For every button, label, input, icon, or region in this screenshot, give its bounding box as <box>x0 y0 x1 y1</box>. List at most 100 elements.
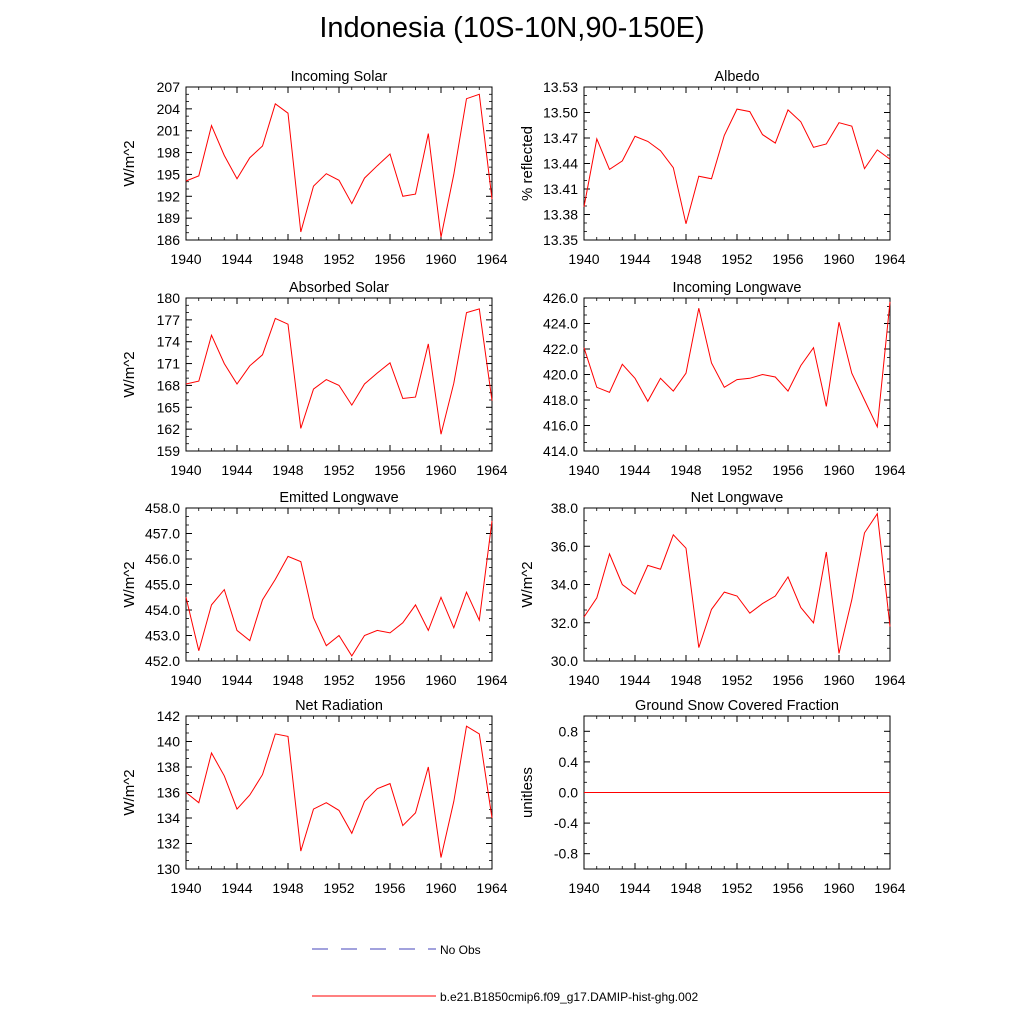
y-axis-label: W/m^2 <box>121 140 138 186</box>
y-tick-label: 130 <box>157 861 181 877</box>
x-tick-label: 1944 <box>619 251 650 267</box>
y-tick-label: 134 <box>157 810 181 826</box>
x-tick-label: 1940 <box>170 880 201 896</box>
y-tick-label: 13.44 <box>543 156 578 172</box>
legend: No Obs b.e21.B1850cmip6.f09_g17.DAMIP-his… <box>312 943 698 1004</box>
series-line <box>185 308 493 435</box>
y-tick-label: 418.0 <box>543 392 578 408</box>
x-tick-label: 1964 <box>476 880 507 896</box>
x-tick-label: 1948 <box>272 880 303 896</box>
x-tick-label: 1956 <box>374 251 405 267</box>
y-tick-label: 171 <box>157 356 181 372</box>
y-tick-label: 414.0 <box>543 443 578 459</box>
panel-frame <box>185 297 493 452</box>
x-tick-label: 1944 <box>619 462 650 478</box>
panel-title: Net Radiation <box>295 698 383 714</box>
panel-1: Incoming Solar 1940 1944 1948 1952 1956 1960 19… <box>121 69 508 267</box>
y-tick-label: 180 <box>157 290 181 306</box>
series-line <box>583 301 891 429</box>
x-tick-label: 1944 <box>221 251 252 267</box>
x-tick-label: 1952 <box>721 880 752 896</box>
panel-title: Absorbed Solar <box>289 280 389 296</box>
panel-title: Emitted Longwave <box>279 490 398 506</box>
y-tick-label: 13.50 <box>543 105 578 121</box>
series-line <box>185 93 493 238</box>
x-tick-label: 1948 <box>670 462 701 478</box>
x-tick-label: 1952 <box>721 672 752 688</box>
y-tick-label: -0.8 <box>554 846 578 862</box>
x-tick-label: 1960 <box>823 462 854 478</box>
y-tick-label: 13.41 <box>543 181 578 197</box>
y-tick-label: 142 <box>157 708 181 724</box>
x-tick-label: 1952 <box>323 462 354 478</box>
panel-frame <box>185 86 493 241</box>
panel-frame <box>185 715 493 870</box>
x-tick-label: 1952 <box>721 462 752 478</box>
panel-6: Net Longwave 1940 1944 1948 1952 1956 1960 1964… <box>519 490 906 688</box>
panel-2: Albedo 1940 1944 1948 1952 1956 1960 1964 13.35 1… <box>519 69 906 267</box>
y-tick-label: 416.0 <box>543 418 578 434</box>
panel-title: Incoming Solar <box>291 69 388 85</box>
x-tick-label: 1964 <box>874 672 905 688</box>
legend-label: b.e21.B1850cmip6.f09_g17.DAMIP-hist-ghg.… <box>440 990 698 1004</box>
x-tick-label: 1956 <box>374 672 405 688</box>
y-tick-label: 198 <box>157 145 181 161</box>
series-line <box>185 520 493 657</box>
x-tick-label: 1944 <box>221 462 252 478</box>
y-tick-label: 168 <box>157 377 181 393</box>
x-tick-label: 1956 <box>374 880 405 896</box>
x-tick-label: 1964 <box>476 251 507 267</box>
x-tick-label: 1940 <box>170 462 201 478</box>
panel-title: Net Longwave <box>691 490 784 506</box>
x-tick-label: 1952 <box>323 251 354 267</box>
y-tick-label: 424.0 <box>543 316 578 332</box>
x-tick-label: 1940 <box>568 251 599 267</box>
x-tick-label: 1944 <box>221 880 252 896</box>
y-tick-label: 36.0 <box>551 538 578 554</box>
y-tick-label: 426.0 <box>543 290 578 306</box>
x-tick-label: 1952 <box>323 672 354 688</box>
y-tick-label: 420.0 <box>543 367 578 383</box>
y-axis-label: W/m^2 <box>121 351 138 397</box>
y-tick-label: 455.0 <box>145 577 180 593</box>
panel-frame <box>185 507 493 662</box>
x-tick-label: 1964 <box>874 251 905 267</box>
x-tick-label: 1948 <box>670 880 701 896</box>
panel-title: Incoming Longwave <box>673 280 802 296</box>
x-tick-label: 1964 <box>874 462 905 478</box>
x-tick-label: 1960 <box>823 672 854 688</box>
x-tick-label: 1940 <box>568 462 599 478</box>
y-axis-label: W/m^2 <box>121 769 138 815</box>
y-tick-label: 458.0 <box>145 500 180 516</box>
panel-frame <box>583 297 891 452</box>
x-tick-label: 1956 <box>772 251 803 267</box>
legend-label: No Obs <box>440 943 481 957</box>
y-tick-label: 201 <box>157 123 181 139</box>
x-tick-label: 1960 <box>823 880 854 896</box>
y-tick-label: 13.47 <box>543 130 578 146</box>
y-tick-label: 13.53 <box>543 79 578 95</box>
series-line <box>185 725 493 858</box>
x-tick-label: 1948 <box>670 251 701 267</box>
series-line <box>583 512 891 654</box>
y-tick-label: 0.4 <box>559 754 579 770</box>
y-tick-label: 174 <box>157 334 181 350</box>
panel-8: Ground Snow Covered Fraction 1940 1944 1948… <box>519 698 906 896</box>
y-tick-label: 38.0 <box>551 500 578 516</box>
y-tick-label: 13.35 <box>543 232 578 248</box>
x-tick-label: 1948 <box>272 251 303 267</box>
y-tick-label: 422.0 <box>543 341 578 357</box>
y-tick-label: 177 <box>157 312 181 328</box>
y-tick-label: 186 <box>157 232 181 248</box>
y-tick-label: 192 <box>157 188 181 204</box>
x-tick-label: 1944 <box>619 672 650 688</box>
series-line <box>583 108 891 224</box>
y-tick-label: 0.8 <box>559 723 579 739</box>
x-tick-label: 1960 <box>425 880 456 896</box>
x-tick-label: 1964 <box>874 880 905 896</box>
x-tick-label: 1956 <box>374 462 405 478</box>
x-tick-label: 1940 <box>568 672 599 688</box>
x-tick-label: 1948 <box>272 462 303 478</box>
panel-title: Albedo <box>714 69 759 85</box>
